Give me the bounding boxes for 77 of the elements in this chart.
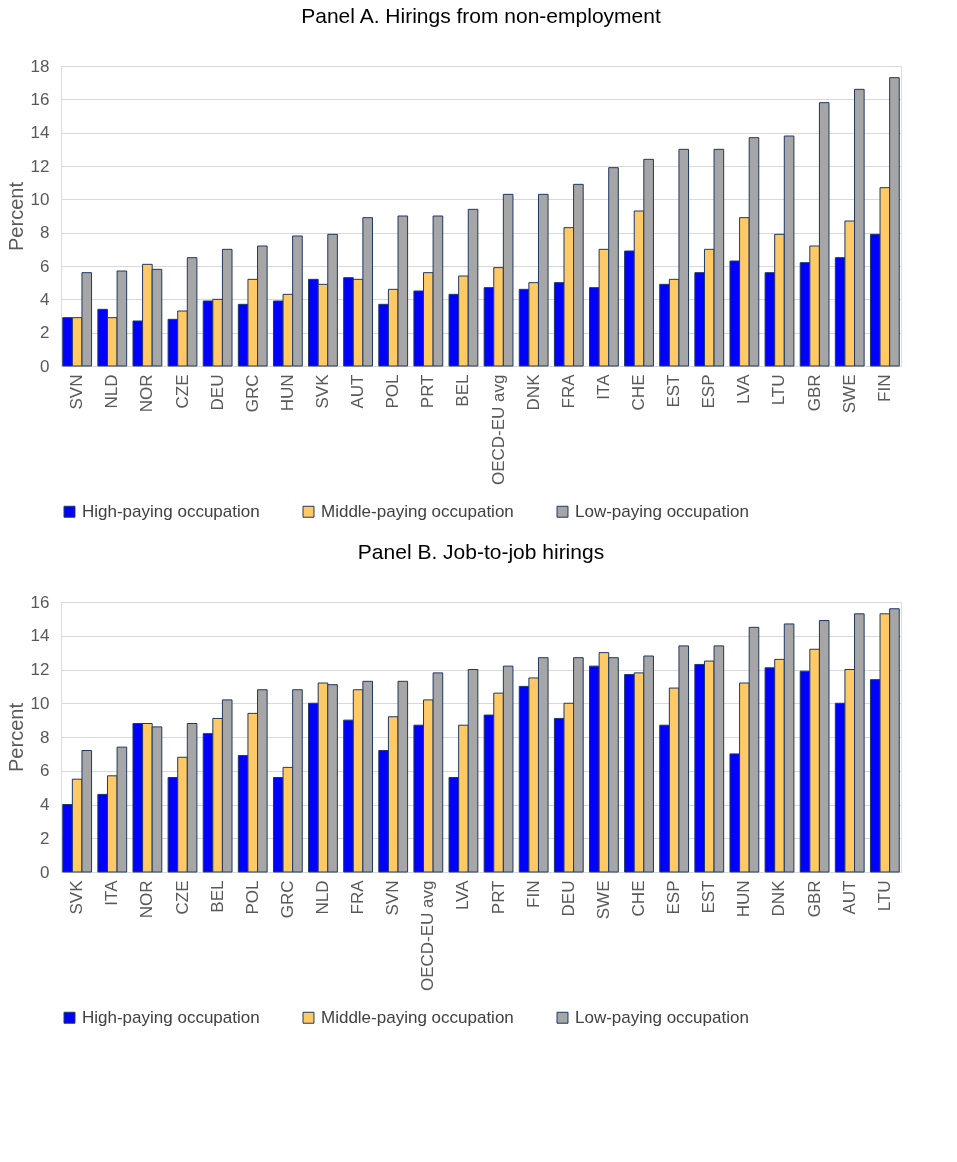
x-tick-label: CHE [629, 880, 649, 917]
x-tick-label: AUT [348, 374, 368, 409]
y-tick-label: 12 [30, 156, 50, 176]
x-tick-label: OECD-EU avg [488, 374, 508, 486]
y-tick-label: 14 [30, 626, 50, 646]
y-tick-label: 2 [40, 828, 50, 848]
y-tick-label: 10 [30, 189, 50, 209]
x-tick-label: CZE [172, 374, 192, 409]
y-tick-label: 16 [30, 89, 50, 109]
y-tick-label: 12 [30, 660, 50, 679]
x-tick-label: SVK [67, 879, 87, 915]
legend-label: High-paying occupation [82, 1007, 260, 1027]
x-tick-label: NOR [137, 374, 157, 413]
x-tick-label: OECD-EU avg [418, 880, 438, 992]
y-axis-title: Percent [4, 181, 27, 251]
y-tick-label: 0 [40, 862, 50, 882]
x-tick-label: HUN [734, 880, 754, 918]
x-tick-label: FRA [558, 373, 578, 409]
x-tick-label: LTU [874, 880, 894, 912]
x-tick-label: SVN [383, 880, 403, 916]
x-tick-label: LVA [734, 373, 754, 405]
chart-title: Panel A. Hirings from non-employment [301, 4, 661, 27]
x-tick-label: PRT [418, 374, 438, 409]
legend-label: Middle-paying occupation [321, 501, 514, 521]
x-tick-label: ESP [699, 374, 719, 409]
chart-title: Panel B. Job-to-job hirings [357, 540, 605, 563]
x-tick-label: PRT [488, 880, 508, 915]
x-tick-label: DEU [558, 880, 578, 917]
x-tick-label: ITA [102, 879, 122, 906]
x-tick-label: GRC [242, 374, 262, 413]
x-tick-label: DEU [207, 374, 227, 411]
x-tick-label: SVN [67, 374, 87, 410]
x-tick-label: LTU [769, 374, 789, 406]
x-tick-label: DNK [523, 373, 543, 411]
y-tick-label: 8 [40, 223, 50, 243]
x-tick-label: SWE [839, 374, 859, 414]
x-tick-label: NLD [312, 880, 332, 915]
y-tick-label: 16 [30, 592, 50, 612]
x-tick-label: FIN [523, 880, 543, 908]
x-tick-label: LVA [453, 879, 473, 911]
x-tick-label: NOR [137, 880, 157, 919]
y-tick-label: 8 [40, 727, 50, 747]
x-tick-label: NLD [102, 374, 122, 409]
x-tick-label: POL [383, 374, 403, 409]
y-axis-title: Percent [4, 702, 27, 772]
y-tick-label: 4 [40, 289, 50, 309]
legend-label: High-paying occupation [82, 501, 260, 521]
x-tick-label: ITA [593, 373, 613, 400]
x-tick-label: AUT [839, 880, 859, 915]
x-tick-label: CHE [629, 374, 649, 411]
y-tick-label: 6 [40, 256, 50, 276]
x-tick-label: SWE [593, 880, 613, 920]
y-tick-label: 4 [40, 795, 50, 814]
x-tick-label: CZE [172, 880, 192, 915]
x-tick-label: GBR [804, 374, 824, 412]
legend-label: Middle-paying occupation [321, 1007, 514, 1027]
x-tick-label: DNK [769, 879, 789, 917]
y-tick-label: 14 [30, 123, 50, 143]
x-tick-label: GRC [277, 880, 297, 919]
y-tick-label: 0 [40, 356, 50, 376]
y-tick-label: 10 [30, 693, 50, 713]
y-tick-label: 18 [30, 56, 50, 76]
x-tick-label: ESP [664, 880, 684, 915]
x-tick-label: BEL [453, 374, 473, 407]
legend-label: Low-paying occupation [575, 501, 749, 521]
x-tick-label: EST [699, 880, 719, 914]
y-tick-label: 6 [40, 761, 50, 781]
x-tick-label: FRA [348, 879, 368, 915]
legend-label: Low-paying occupation [575, 1007, 749, 1027]
y-tick-label: 2 [40, 323, 50, 343]
x-tick-label: HUN [277, 374, 297, 412]
x-tick-label: POL [242, 880, 262, 915]
x-tick-label: BEL [207, 880, 227, 913]
x-tick-label: GBR [804, 880, 824, 918]
x-tick-label: SVK [312, 373, 332, 409]
x-tick-label: EST [664, 374, 684, 408]
x-tick-label: FIN [874, 374, 894, 402]
